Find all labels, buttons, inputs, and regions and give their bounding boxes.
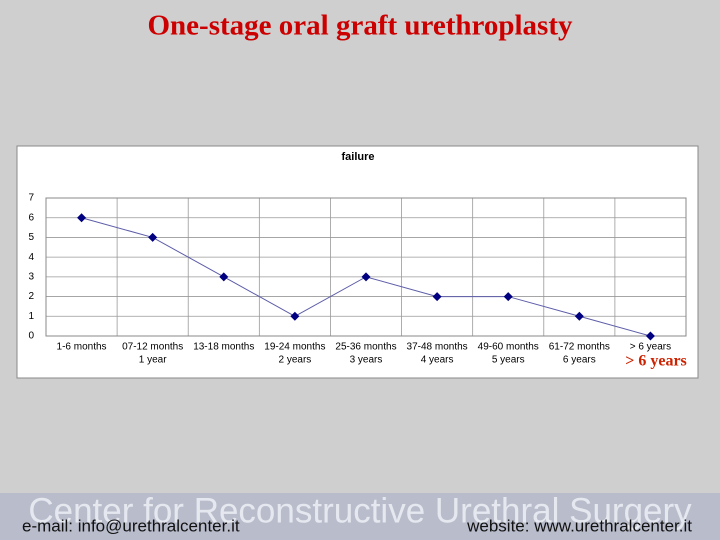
x-tick-sublabel: 6 years [563, 355, 596, 366]
x-tick-sublabel: 5 years [492, 355, 525, 366]
marker [432, 292, 442, 302]
x-tick-sublabel: 1 year [139, 355, 167, 366]
x-tick-label: > 6 years [630, 342, 671, 353]
y-tick-label: 0 [28, 331, 34, 342]
y-tick-label: 3 [28, 271, 34, 282]
marker [503, 292, 513, 302]
y-tick-label: 2 [28, 291, 34, 302]
y-tick-label: 7 [28, 193, 34, 204]
annotation: > 6 years [625, 353, 687, 370]
footer-website: website: www.urethralcenter.it [466, 516, 692, 535]
x-tick-sublabel: 3 years [350, 355, 383, 366]
marker [219, 272, 229, 282]
x-tick-label: 25-36 months [335, 342, 396, 353]
x-tick-label: 07-12 months [122, 342, 183, 353]
y-tick-label: 5 [28, 232, 34, 243]
y-tick-label: 4 [28, 252, 34, 263]
chart-frame [16, 145, 699, 379]
annotation-backdrop [617, 352, 695, 372]
x-tick-label: 61-72 months [549, 342, 610, 353]
plot-frame [45, 197, 687, 337]
marker [77, 213, 87, 223]
x-tick-label: 49-60 months [478, 342, 539, 353]
x-tick-label: 1-6 months [57, 342, 107, 353]
y-tick-label: 6 [28, 212, 34, 223]
x-tick-label: 13-18 months [193, 342, 254, 353]
y-tick-label: 1 [28, 311, 34, 322]
marker [645, 331, 655, 341]
x-tick-label: 19-24 months [264, 342, 325, 353]
marker [574, 311, 584, 321]
marker [361, 272, 371, 282]
x-tick-sublabel: 4 years [421, 355, 454, 366]
marker [290, 311, 300, 321]
footer-banner: Center for Reconstructive Urethral Surge… [28, 491, 692, 530]
footer-band [0, 493, 720, 540]
slide-title: One-stage oral graft urethroplasty [147, 10, 573, 42]
marker [148, 232, 158, 242]
chart-title: failure [341, 151, 374, 163]
x-tick-sublabel: 2 years [278, 355, 311, 366]
x-tick-label: 37-48 months [407, 342, 468, 353]
footer-email: e-mail: info@urethralcenter.it [22, 516, 240, 535]
